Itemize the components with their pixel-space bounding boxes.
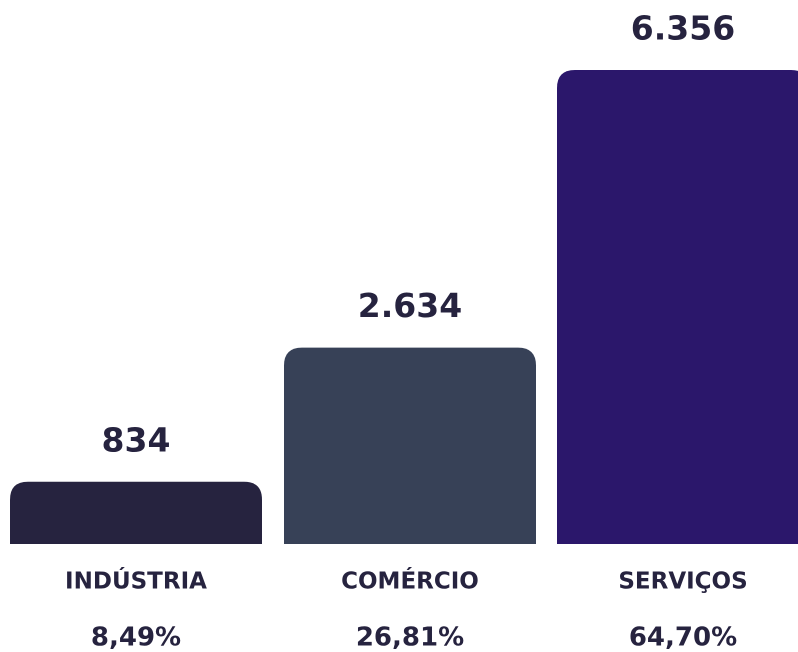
- bar: [10, 481, 262, 544]
- value-label: 2.634: [358, 286, 462, 325]
- share-label: 64,70%: [629, 623, 737, 652]
- category-label: COMÉRCIO: [341, 567, 479, 595]
- share-label: 26,81%: [356, 623, 464, 652]
- value-label: 6.356: [631, 9, 735, 48]
- bar: [557, 70, 798, 544]
- value-label: 834: [102, 420, 171, 459]
- bar: [284, 347, 536, 544]
- share-label: 8,49%: [91, 623, 181, 652]
- category-label: SERVIÇOS: [618, 569, 747, 595]
- category-label: INDÚSTRIA: [65, 567, 207, 595]
